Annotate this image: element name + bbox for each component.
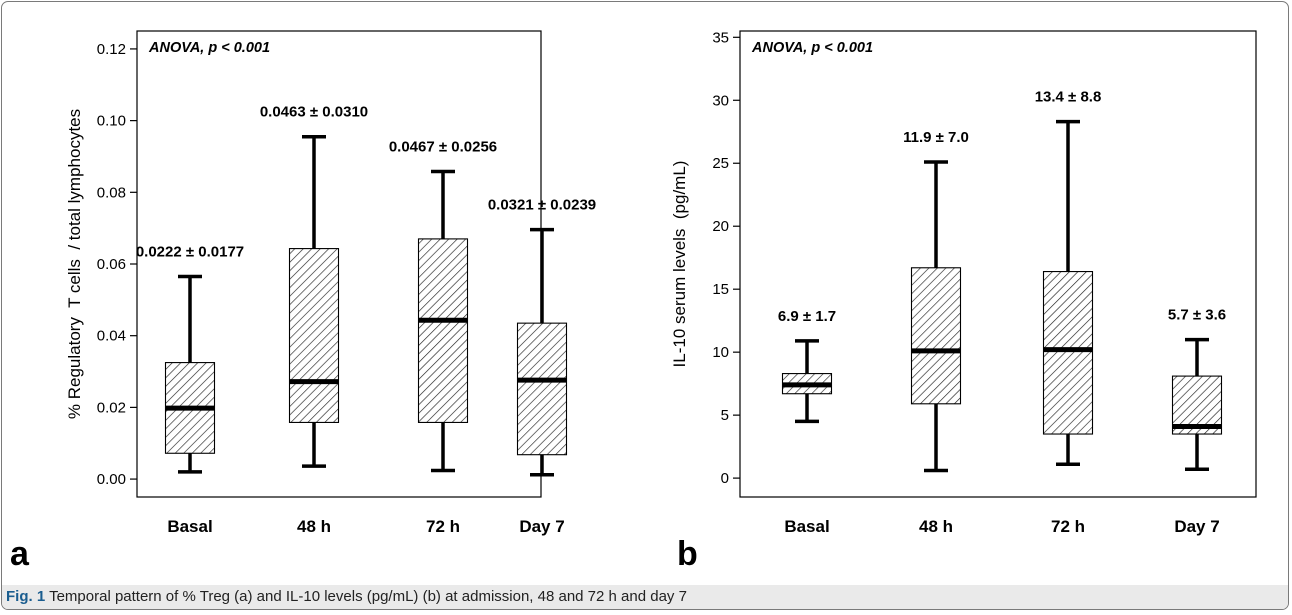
panel-a-xtick-label-72-h: 72 h	[426, 517, 460, 536]
panel-a-box-48-h	[288, 248, 340, 423]
panel-a-ytick-label-4: 0.08	[97, 184, 126, 201]
panel-b-anova-annotation: ANOVA, p < 0.001	[751, 40, 873, 56]
panel-b-xtick-label-day-7: Day 7	[1174, 517, 1219, 536]
panel-a-ytick-label-1: 0.02	[97, 399, 126, 416]
panel-a-box-72-h	[417, 238, 469, 423]
panel-b-xtick-label-72-h: 72 h	[1051, 517, 1085, 536]
panel-a-ytick-label-0: 0.00	[97, 471, 126, 488]
panel-b-data-label-72-h: 13.4 ± 8.8	[1035, 89, 1102, 106]
panel-a-ytick-label-2: 0.04	[97, 328, 126, 345]
panel-b-ytick-label-6: 30	[712, 92, 729, 109]
panel-b-data-label-day-7: 5.7 ± 3.6	[1168, 307, 1226, 324]
panel-a-xtick-label-day-7: Day 7	[519, 517, 564, 536]
panel-a-xtick-label-48-h: 48 h	[297, 517, 331, 536]
panel-label-b: b	[677, 535, 698, 573]
caption-label: Fig. 1	[6, 588, 46, 605]
panel-b-ytick-label-4: 20	[712, 218, 729, 235]
figure-caption: Fig. 1 Temporal pattern of % Treg (a) an…	[2, 585, 1288, 609]
panel-b-plot-frame	[739, 30, 1257, 498]
panel-a-xtick-label-basal: Basal	[167, 517, 212, 536]
panel-b-ytick-label-5: 25	[712, 155, 729, 172]
panel-a-data-label-day-7: 0.0321 ± 0.0239	[488, 197, 596, 214]
caption-text: Temporal pattern of % Treg (a) and IL-10…	[49, 588, 687, 605]
panel-label-a: a	[10, 535, 29, 573]
panel-b-xtick-label-48-h: 48 h	[919, 517, 953, 536]
panel-b-data-label-48-h: 11.9 ± 7.0	[903, 129, 969, 146]
panel-a-box-day-7	[516, 322, 568, 456]
panel-a-data-label-basal: 0.0222 ± 0.0177	[136, 244, 244, 261]
panel-b-ytick-label-2: 10	[712, 344, 729, 361]
panel-a-y-axis-label: % Regulatory T cells / total lymphocytes	[65, 109, 84, 419]
panel-b-box-72-h	[1042, 271, 1094, 435]
panel-b-y-axis-label: IL-10 serum levels (pg/mL)	[670, 161, 689, 368]
panel-b-box-48-h	[910, 267, 962, 405]
panel-b-ytick-label-0: 0	[721, 470, 729, 487]
panel-b-ytick-label-7: 35	[712, 29, 729, 46]
panel-b-data-label-basal: 6.9 ± 1.7	[778, 308, 836, 325]
panel-a-ytick-label-3: 0.06	[97, 256, 126, 273]
panel-a-ytick-label-6: 0.12	[97, 41, 126, 58]
panel-a-ytick-label-5: 0.10	[97, 113, 126, 130]
panel-b-ytick-label-3: 15	[712, 281, 729, 298]
panel-a-anova-annotation: ANOVA, p < 0.001	[148, 40, 270, 56]
panel-b-xtick-label-basal: Basal	[784, 517, 829, 536]
panel-a-data-label-48-h: 0.0463 ± 0.0310	[260, 104, 368, 121]
chart-panel-b: 0 5 10 15 20 25 30 35 IL-10 serum levels (pg/mL)…	[670, 29, 1257, 536]
chart-panel-a: 0.00 0.02 0.04 0.06 0.08 0.10 0.12 % Regulatory…	[65, 30, 596, 536]
panel-a-data-label-72-h: 0.0467 ± 0.0256	[389, 139, 497, 156]
panel-b-ytick-label-1: 5	[721, 407, 729, 424]
